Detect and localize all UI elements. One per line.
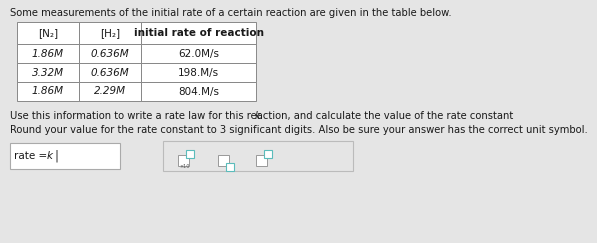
Text: [N₂]: [N₂] xyxy=(38,28,58,38)
Text: |: | xyxy=(54,149,58,163)
Text: k: k xyxy=(47,151,53,161)
Text: rate =: rate = xyxy=(14,151,51,161)
Text: 3.32M: 3.32M xyxy=(32,68,64,78)
Text: 62.0M/s: 62.0M/s xyxy=(178,49,219,59)
Text: 2.29M: 2.29M xyxy=(94,87,126,96)
Text: k.: k. xyxy=(255,111,264,121)
Text: Use this information to write a rate law for this reaction, and calculate the va: Use this information to write a rate law… xyxy=(10,111,516,121)
Text: [H₂]: [H₂] xyxy=(100,28,120,38)
Text: 0.636M: 0.636M xyxy=(91,68,130,78)
Text: ×10: ×10 xyxy=(179,164,189,169)
Text: 804.M/s: 804.M/s xyxy=(178,87,219,96)
Text: Some measurements of the initial rate of a certain reaction are given in the tab: Some measurements of the initial rate of… xyxy=(10,8,451,18)
Text: 198.M/s: 198.M/s xyxy=(178,68,219,78)
Text: 0.636M: 0.636M xyxy=(91,49,130,59)
Text: initial rate of reaction: initial rate of reaction xyxy=(134,28,263,38)
Text: 1.86M: 1.86M xyxy=(32,49,64,59)
Text: 1.86M: 1.86M xyxy=(32,87,64,96)
Text: Round your value for the rate constant to 3 significant digits. Also be sure you: Round your value for the rate constant t… xyxy=(10,125,588,135)
